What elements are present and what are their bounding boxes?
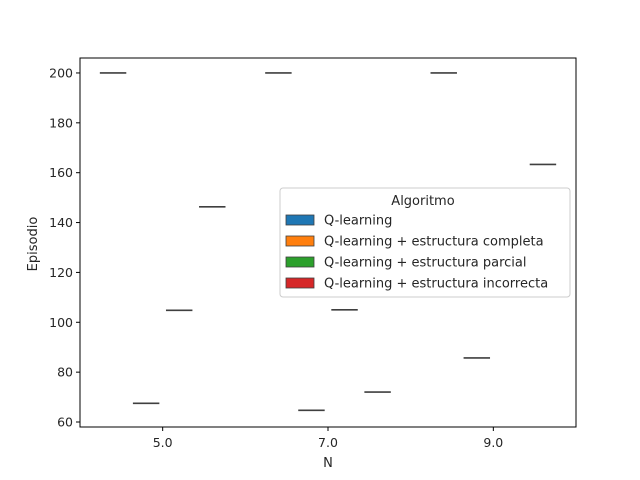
- legend-entry-label: Q-learning + estructura incorrecta: [324, 277, 548, 292]
- x-tick-label: 9.0: [483, 435, 503, 450]
- y-tick-label: 180: [49, 115, 73, 130]
- y-tick-label: 100: [49, 315, 73, 330]
- x-axis-label: N: [323, 456, 333, 471]
- legend-swatch: [285, 214, 315, 226]
- y-tick-label: 140: [49, 215, 73, 230]
- legend-entry-label: Q-learning + estructura completa: [324, 235, 544, 250]
- y-tick-label: 200: [49, 65, 73, 80]
- x-tick-label: 7.0: [318, 435, 338, 450]
- box-marks: [99, 72, 557, 412]
- y-tick-label: 60: [57, 415, 73, 430]
- legend-swatch: [285, 256, 315, 268]
- y-axis: 60 80 100 120 140 160 180 200: [49, 65, 80, 430]
- legend-entry-label: Q-learning: [324, 214, 392, 229]
- legend-entry-label: Q-learning + estructura parcial: [324, 256, 526, 271]
- legend-title: Algoritmo: [391, 194, 454, 209]
- legend-swatch: [285, 235, 315, 247]
- y-tick-label: 80: [57, 365, 73, 380]
- x-tick-label: 5.0: [153, 435, 173, 450]
- legend-swatch: [285, 277, 315, 289]
- legend-frame: [279, 187, 571, 298]
- y-tick-label: 120: [49, 265, 73, 280]
- x-axis: 5.0 7.0 9.0: [153, 427, 503, 450]
- y-tick-label: 160: [49, 165, 73, 180]
- legend: Algoritmo Q-learning Q-learning + estruct…: [279, 187, 571, 298]
- legend-items: Q-learning Q-learning + estructura comple…: [285, 214, 548, 292]
- y-axis-label: Episodio: [26, 217, 41, 272]
